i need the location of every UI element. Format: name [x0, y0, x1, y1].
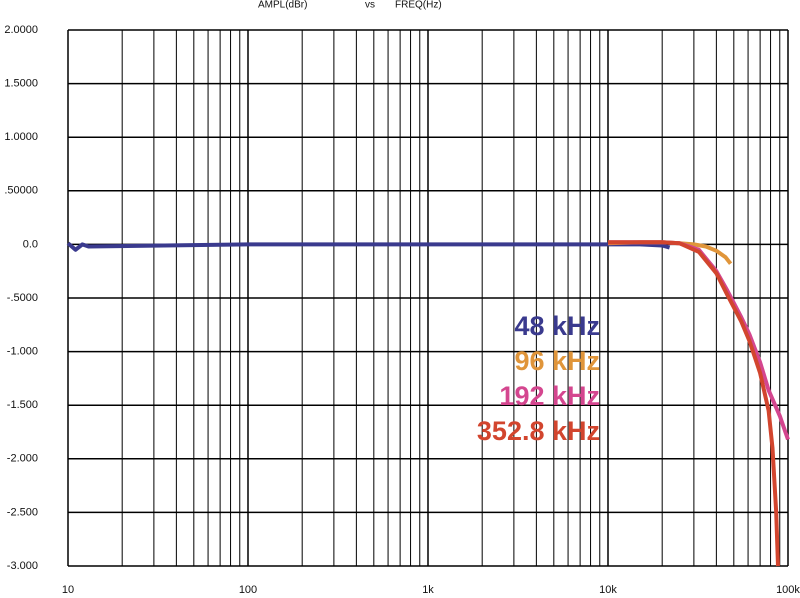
y-tick-label: -1.000 — [7, 346, 38, 358]
y-tick-label: 0.0 — [23, 238, 38, 250]
y-tick-label: 1.5000 — [4, 78, 38, 90]
x-tick-label: 1k — [422, 584, 434, 596]
series-line — [66, 241, 671, 252]
x-tick-label: 10 — [62, 584, 74, 596]
legend-entry: 48 kHz — [514, 311, 600, 341]
title-vs: vs — [365, 0, 375, 11]
y-tick-label: -.5000 — [7, 292, 38, 304]
y-tick-label: -1.500 — [7, 399, 38, 411]
y-axis-title: AMPL(dBr) — [258, 0, 307, 11]
legend-entry: 96 kHz — [514, 346, 600, 376]
y-tick-label: -2.000 — [7, 453, 38, 465]
x-axis-title: FREQ(Hz) — [395, 0, 442, 11]
x-tick-label: 100k — [776, 584, 800, 596]
y-tick-label: -3.000 — [7, 560, 38, 572]
y-tick-label: 1.0000 — [4, 131, 38, 143]
y-tick-label: 2.0000 — [4, 24, 38, 36]
series-line — [608, 240, 780, 567]
legend-entry: 192 kHz — [499, 381, 600, 411]
x-tick-label: 10k — [599, 584, 617, 596]
legend-entry: 352.8 kHz — [477, 416, 600, 446]
x-tick-label: 100 — [239, 584, 257, 596]
y-tick-label: .50000 — [4, 185, 38, 197]
y-tick-label: -2.500 — [7, 506, 38, 518]
